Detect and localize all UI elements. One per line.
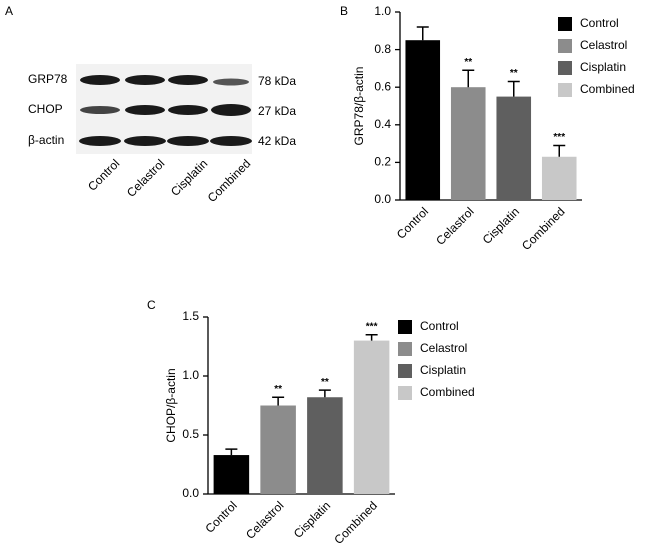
legend-label: Celastrol [420,341,467,355]
x-tick-label: Celastrol [243,498,286,541]
legend-swatch [558,17,572,31]
lane-label: Combined [205,156,254,205]
bar [260,405,296,494]
legend-swatch [558,39,572,53]
legend-label: Combined [420,385,475,399]
x-tick-label: Cisplatin [480,204,522,246]
protein-label: GRP78 [28,72,68,86]
y-tick-label: 0.2 [374,155,391,169]
significance-label: ** [464,57,472,68]
bar [405,40,441,201]
y-tick-label: 0.0 [374,192,391,206]
error-bar [416,26,429,41]
bar [213,455,250,494]
bar-chart: B GRP78/β-actin 0.0 0.2 0.4 0.6 0.8 1.0 Control *… [340,4,635,253]
bar [450,87,486,200]
protein-label: β-actin [28,133,64,147]
legend-label: Cisplatin [420,363,466,377]
panel-label: B [340,4,348,18]
bar [496,96,532,200]
size-label: 42 kDa [258,134,296,148]
y-axis-label: CHOP/β-actin [164,368,178,442]
bands [79,75,252,146]
x-tick-label: Control [202,498,239,535]
panel-label: A [5,4,13,18]
bar [541,156,577,200]
x-tick-label: Combined [331,498,380,547]
x-tick-label: Combined [519,204,568,253]
size-label: 78 kDa [258,74,296,88]
legend-label: Cisplatin [580,60,626,74]
lane-label: Control [85,156,122,193]
error-bar [318,389,331,398]
bar [353,340,390,494]
legend-swatch [398,386,412,400]
legend-swatch [398,342,412,356]
significance-label: ** [274,384,282,395]
size-label: 27 kDa [258,104,296,118]
error-bar [462,69,475,88]
x-tick-label: Celastrol [433,204,476,247]
y-tick-label: 0.5 [182,427,199,441]
y-tick-label: 1.0 [182,368,199,382]
significance-label: *** [553,132,565,143]
legend-label: Celastrol [580,38,627,52]
error-bar [553,144,566,157]
error-bar [365,333,378,341]
legend-swatch [398,320,412,334]
lane-label: Cisplatin [168,156,210,198]
y-tick-label: 0.6 [374,79,391,93]
error-bar [272,396,285,406]
y-tick-label: 0.0 [182,486,199,500]
lane-label: Celastrol [124,156,167,199]
y-axis-label: GRP78/β-actin [352,67,366,146]
legend-label: Combined [580,82,635,96]
y-tick-label: 0.4 [374,117,391,131]
legend-swatch [398,364,412,378]
legend-swatch [558,83,572,97]
significance-label: ** [510,68,518,79]
x-tick-label: Control [394,204,431,241]
significance-label: ** [321,377,329,388]
y-tick-label: 1.5 [182,309,199,323]
panel-label: C [147,298,156,312]
significance-label: *** [366,321,378,332]
legend-label: Control [420,319,459,333]
western-blot: A GRP78 CHOP β-actin 78 kDa 27 kDa 42 kD… [5,4,296,205]
bar-chart: C CHOP/β-actin 0.0 0.5 1.0 1.5 Control ** Celast… [147,298,475,547]
x-tick-label: Cisplatin [291,498,333,540]
bar [307,397,343,494]
error-bar [225,448,238,456]
protein-label: CHOP [28,102,63,116]
legend-label: Control [580,16,619,30]
y-tick-label: 1.0 [374,4,391,18]
error-bar [507,80,520,97]
legend-swatch [558,61,572,75]
y-tick-label: 0.8 [374,42,391,56]
